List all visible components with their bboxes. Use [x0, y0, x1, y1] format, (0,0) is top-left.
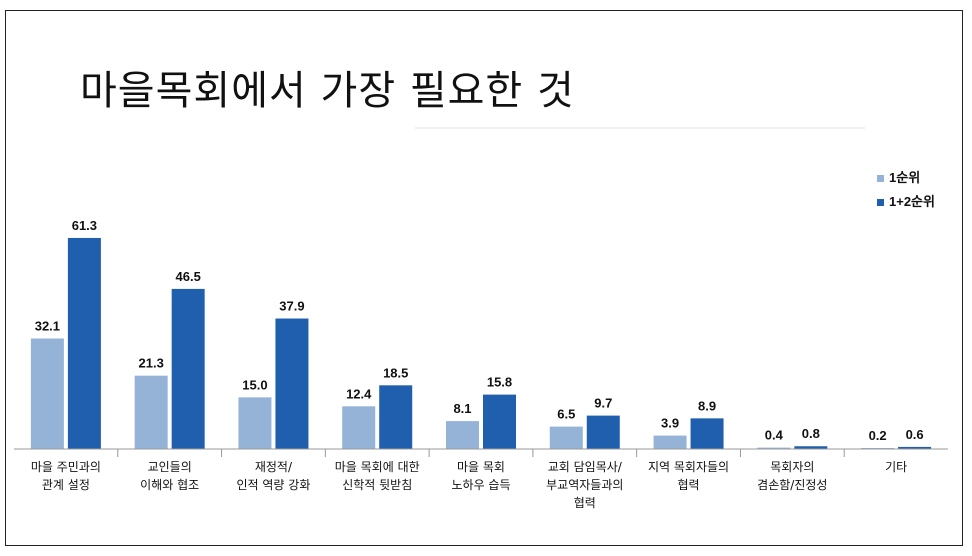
bar-rank1-2-3 [379, 385, 413, 449]
category-label-6-line-1: 협력 [678, 478, 700, 492]
category-label-0-line-1: 관계 설정 [42, 478, 90, 492]
bar-rank1-2 [238, 397, 272, 449]
bar-rank1-2-6 [690, 418, 724, 449]
bar-rank1-4 [446, 421, 479, 449]
data-label-rank1-2-3: 18.5 [383, 365, 408, 380]
bar-rank1-3 [342, 406, 376, 449]
data-label-rank1-2-1: 46.5 [176, 269, 201, 284]
category-label-5-line-2: 협력 [574, 496, 596, 510]
category-label-2-line-1: 인적 역량 강화 [237, 478, 311, 492]
legend-swatch-0 [877, 175, 884, 182]
bar-rank1-5 [549, 426, 583, 449]
data-label-rank1-7: 0.4 [765, 428, 784, 443]
data-label-rank1-2-5: 9.7 [594, 396, 612, 411]
category-label-4-line-1: 노하우 습득 [451, 478, 510, 492]
category-label-4-line-0: 마을 목회 [457, 460, 505, 474]
bar-rank1-2-0 [67, 237, 101, 449]
data-label-rank1-2-6: 8.9 [698, 398, 716, 413]
category-label-8-line-0: 기타 [885, 460, 907, 474]
category-label-1-line-0: 교인들의 [148, 460, 192, 474]
bar-rank1-7 [757, 447, 791, 449]
category-label-5-line-1: 부교역자들과의 [546, 478, 623, 492]
bar-rank1-6 [653, 435, 687, 449]
data-label-rank1-4: 8.1 [453, 401, 471, 416]
category-label-3-line-0: 마을 목회에 대한 [335, 460, 420, 474]
bar-rank1-0 [30, 338, 64, 449]
bar-rank1-2-5 [586, 415, 620, 449]
bar-rank1-2-7 [794, 446, 828, 449]
category-label-3-line-1: 신학적 뒷받침 [342, 478, 412, 492]
bar-rank1-2-1 [171, 288, 205, 449]
data-label-rank1-0: 32.1 [35, 318, 60, 333]
legend-label-1: 1+2순위 [889, 194, 935, 209]
category-label-7-line-0: 목회자의 [770, 460, 814, 474]
data-label-rank1-1: 21.3 [139, 356, 164, 371]
bar-rank1-2-4 [483, 394, 516, 449]
category-label-2-line-0: 재정적/ [255, 460, 293, 474]
data-label-rank1-6: 3.9 [661, 416, 679, 431]
category-label-7-line-1: 겸손함/진정성 [757, 478, 827, 492]
data-label-rank1-2-7: 0.8 [802, 426, 820, 441]
category-label-1-line-1: 이해와 협조 [140, 478, 199, 492]
legend-label-0: 1순위 [889, 170, 920, 185]
data-label-rank1-8: 0.2 [869, 428, 887, 443]
category-label-6-line-0: 지역 목회자들의 [648, 460, 729, 474]
data-label-rank1-2: 15.0 [242, 377, 267, 392]
data-label-rank1-3: 12.4 [346, 386, 372, 401]
bar-rank1-2-8 [898, 446, 932, 449]
data-label-rank1-2-2: 37.9 [279, 299, 304, 314]
data-label-rank1-2-8: 0.6 [906, 427, 924, 442]
data-label-rank1-5: 6.5 [557, 407, 575, 422]
bar-rank1-1 [134, 375, 168, 449]
chart-frame [5, 10, 963, 546]
legend-swatch-1 [877, 199, 884, 206]
data-label-rank1-2-4: 15.8 [487, 375, 512, 390]
bar-rank1-2-2 [275, 318, 309, 449]
chart-title: 마을목회에서 가장 필요한 것 [80, 68, 575, 114]
category-label-0-line-0: 마을 주민과의 [31, 460, 101, 474]
category-label-5-line-0: 교회 담임목사/ [548, 460, 623, 474]
data-label-rank1-2-0: 61.3 [72, 218, 97, 233]
